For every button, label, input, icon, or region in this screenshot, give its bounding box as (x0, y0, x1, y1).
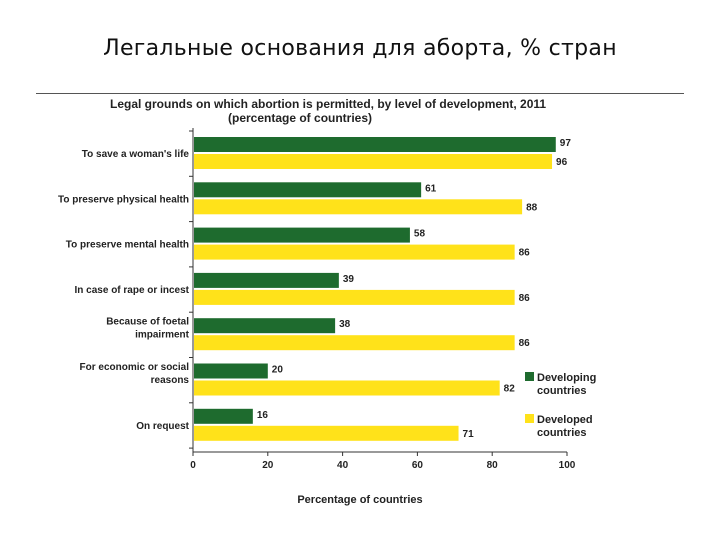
category-label: To save a woman's life (82, 149, 190, 160)
data-label: 39 (343, 274, 355, 285)
legend-swatch-developing (525, 372, 534, 381)
category-label: For economic or social (80, 362, 190, 373)
x-tick-label: 0 (190, 460, 196, 471)
bar-developed (194, 154, 553, 169)
bar-developed (194, 425, 459, 441)
category-label: impairment (135, 330, 190, 341)
category-label: Because of foetal (106, 317, 189, 328)
bar-developing (194, 363, 268, 379)
title-divider (36, 93, 684, 94)
category-label: In case of rape or incest (75, 285, 190, 296)
data-label: 86 (519, 338, 531, 349)
data-label: 16 (257, 410, 269, 421)
legend-label: countries (537, 427, 587, 439)
data-label: 20 (272, 365, 284, 376)
bar-developed (194, 199, 523, 215)
data-label: 96 (556, 157, 568, 168)
data-label: 97 (560, 138, 572, 149)
data-label: 38 (339, 319, 351, 330)
x-tick-label: 40 (337, 460, 349, 471)
data-label: 86 (519, 248, 531, 259)
bar-developed (194, 244, 515, 260)
bar-developing (194, 272, 339, 288)
bar-developing (194, 408, 253, 424)
bar-developed (194, 335, 515, 351)
legend-label: countries (537, 385, 587, 397)
category-label: To preserve physical health (58, 194, 189, 205)
legend-swatch-developed (525, 414, 534, 423)
x-axis-label: Percentage of countries (297, 494, 422, 506)
legend-label: Developing (537, 372, 596, 384)
chart-title-block: Legal grounds on which abortion is permi… (110, 97, 550, 125)
slide-title: Легальные основания для аборта, % стран (103, 36, 617, 61)
legend-label: Developed (537, 414, 593, 426)
chart-title: Legal grounds on which abortion is permi… (110, 97, 547, 111)
bar-developed (194, 380, 500, 396)
x-tick-label: 60 (412, 460, 424, 471)
data-label: 86 (519, 293, 531, 304)
category-label: To preserve mental health (66, 240, 189, 251)
bar-developing (194, 318, 336, 334)
data-label: 61 (425, 183, 437, 194)
x-tick-label: 80 (487, 460, 499, 471)
data-label: 71 (463, 429, 475, 440)
bar-developing (194, 227, 410, 243)
x-tick-label: 100 (559, 460, 576, 471)
data-label: 82 (504, 384, 516, 395)
category-label: On request (136, 421, 189, 432)
x-tick-label: 20 (262, 460, 274, 471)
chart-subtitle: (percentage of countries) (228, 111, 373, 125)
data-label: 58 (414, 229, 426, 240)
data-label: 88 (526, 202, 538, 213)
bar-developing (194, 137, 556, 152)
category-label: reasons (151, 375, 190, 386)
bar-developed (194, 289, 515, 305)
bar-developing (194, 182, 422, 198)
